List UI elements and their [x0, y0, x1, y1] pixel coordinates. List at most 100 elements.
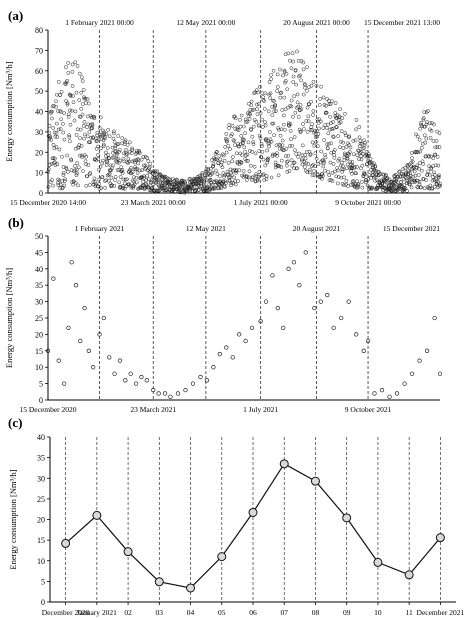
data-point — [363, 178, 368, 182]
data-point — [205, 185, 210, 190]
data-point — [78, 136, 82, 141]
data-point — [145, 173, 150, 178]
data-point — [96, 144, 100, 149]
data-point — [286, 266, 291, 271]
data-point — [417, 179, 422, 184]
data-point — [243, 338, 248, 344]
data-point — [110, 166, 114, 171]
data-point — [99, 146, 103, 151]
data-point — [51, 276, 56, 281]
data-point — [220, 181, 225, 186]
data-point — [50, 116, 54, 121]
data-point — [115, 142, 120, 147]
data-point — [220, 152, 225, 157]
data-point — [100, 161, 105, 166]
data-point — [260, 125, 265, 129]
y-tick-label: 25 — [35, 314, 43, 323]
data-point — [232, 139, 237, 143]
data-point — [266, 109, 271, 114]
data-point — [424, 136, 429, 141]
data-point — [245, 119, 250, 124]
data-point — [426, 169, 430, 174]
data-point — [352, 164, 357, 169]
data-point — [298, 129, 303, 134]
data-point — [284, 163, 289, 168]
data-point — [303, 250, 308, 255]
x-tick-label: 05 — [218, 608, 226, 617]
data-point — [428, 135, 433, 140]
data-point — [289, 98, 294, 103]
data-point — [324, 110, 329, 115]
data-marker — [217, 552, 227, 562]
y-axis-title: Energy consumption [Nm³/h] — [4, 61, 14, 161]
data-point — [168, 394, 173, 399]
data-point — [373, 168, 378, 173]
data-point — [80, 79, 85, 83]
data-point — [201, 181, 206, 185]
data-point — [62, 183, 67, 188]
data-point — [302, 85, 307, 90]
data-point — [281, 73, 285, 78]
data-point — [342, 175, 346, 180]
data-point — [336, 168, 340, 173]
data-point — [218, 174, 222, 179]
data-point — [407, 162, 412, 167]
data-point — [151, 388, 156, 393]
data-point — [76, 145, 81, 150]
bottom-date-label: 9 October 2021 — [345, 405, 392, 414]
data-point — [322, 159, 326, 164]
data-point — [385, 176, 390, 181]
data-point — [297, 151, 302, 156]
data-point — [238, 117, 242, 122]
data-point — [118, 175, 123, 179]
data-point — [287, 169, 292, 173]
data-point — [214, 157, 219, 162]
data-point — [130, 146, 134, 151]
data-point — [280, 143, 285, 148]
data-point — [58, 93, 62, 97]
data-point — [250, 134, 255, 139]
data-point — [432, 173, 437, 177]
data-point — [318, 299, 323, 304]
data-point — [185, 189, 190, 194]
data-point — [280, 108, 285, 112]
data-point — [53, 160, 57, 165]
data-point — [67, 139, 72, 144]
data-point — [68, 108, 72, 113]
data-point — [402, 381, 407, 386]
data-point — [225, 170, 230, 174]
data-point — [137, 148, 141, 153]
data-point — [296, 155, 301, 159]
data-point — [301, 67, 306, 72]
data-point — [326, 141, 331, 146]
data-point — [55, 135, 60, 139]
data-point — [148, 181, 153, 185]
data-point — [332, 148, 337, 152]
data-point — [223, 185, 227, 189]
data-point — [117, 150, 121, 154]
data-point — [228, 147, 232, 151]
data-point — [240, 153, 245, 157]
data-point — [67, 133, 71, 138]
data-point — [69, 260, 74, 265]
data-point — [87, 183, 92, 187]
data-point — [132, 180, 136, 184]
data-point — [116, 141, 121, 146]
data-point — [86, 163, 91, 167]
data-point — [284, 154, 288, 159]
data-point — [369, 160, 374, 165]
data-point — [348, 160, 353, 165]
data-point — [71, 94, 75, 98]
data-point — [230, 159, 235, 164]
data-point — [300, 162, 305, 167]
x-tick-label: 03 — [156, 608, 164, 617]
data-point — [105, 146, 110, 150]
data-point — [109, 175, 114, 180]
data-point — [348, 145, 353, 150]
data-point — [431, 156, 436, 160]
data-point — [418, 149, 423, 154]
data-point — [139, 374, 144, 380]
data-point — [340, 182, 345, 186]
data-point — [429, 167, 434, 171]
data-point — [257, 123, 261, 128]
